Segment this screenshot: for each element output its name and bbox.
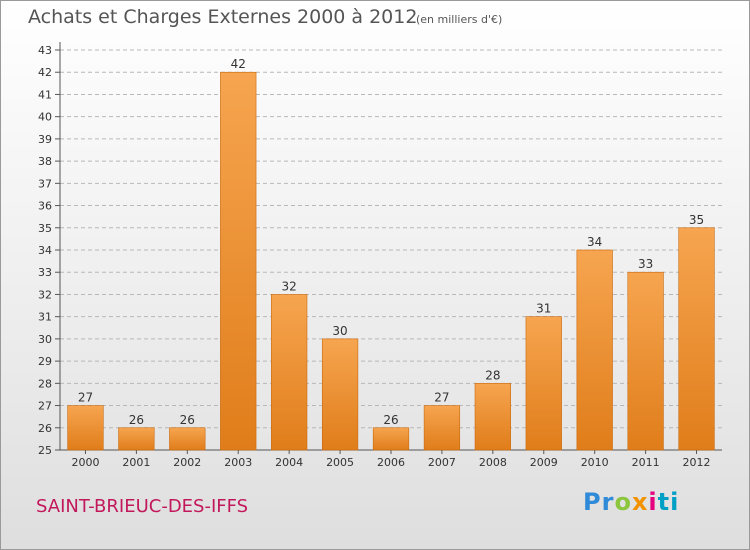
y-tick-label: 30 [38,333,52,346]
data-label-2007: 27 [434,391,449,405]
grid-lines [60,49,722,429]
axes: 25 26 27 28 29 30 31 32 33 34 35 36 37 38 39 40 41 42 43 20… [38,42,722,469]
bar-2006 [372,427,410,451]
data-label-2012: 35 [689,213,704,227]
data-label-2010: 34 [587,235,602,249]
x-tick-label: 2005 [326,456,354,469]
data-label-2002: 26 [180,413,195,427]
proxiti-logo: Proxiti [583,488,680,516]
x-tick-label: 2001 [122,456,150,469]
data-label-2008: 28 [485,368,500,382]
bar-2000 [67,405,104,451]
x-tick-label: 2011 [632,456,660,469]
bar-2010 [576,249,613,451]
y-tick-label: 40 [38,111,52,124]
x-tick-label: 2012 [683,456,711,469]
x-tick-label: 2010 [581,456,609,469]
bar-2007 [423,405,461,451]
y-tick-label: 25 [38,444,52,457]
data-label-2001: 26 [129,413,144,427]
y-tick-label: 37 [38,177,52,190]
y-tick-label: 38 [38,155,52,168]
x-tick-label: 2008 [479,456,507,469]
x-tick-label: 2006 [377,456,405,469]
x-tick-label: 2002 [173,456,201,469]
y-tick-label: 34 [38,244,52,257]
bar-2012 [678,227,715,451]
bar-2003 [220,71,257,451]
y-tick-label: 42 [38,66,52,79]
y-tick-label: 43 [38,44,52,57]
x-tick-label: 2007 [428,456,456,469]
y-tick-label: 32 [38,288,52,301]
data-label-2000: 27 [78,391,93,405]
chart-title: Achats et Charges Externes 2000 à 2012 [28,6,418,28]
y-tick-label: 28 [38,377,52,390]
y-tick-label: 33 [38,266,52,279]
bar-2002 [169,427,206,451]
bar-2005 [321,338,359,451]
y-tick-label: 35 [38,222,52,235]
data-label-2003: 42 [231,57,246,71]
bar-2001 [118,427,155,451]
commune-name: SAINT-BRIEUC-DES-IFFS [36,496,249,517]
y-tick-label: 26 [38,422,52,435]
bar-2004 [271,294,308,451]
bar-2008 [474,383,511,451]
data-labels: 27 26 26 42 32 30 26 27 28 31 34 33 35 [78,57,704,427]
y-tick-label: 27 [38,400,52,413]
data-label-2011: 33 [638,257,653,271]
bar-2011 [627,271,664,451]
x-tick-label: 2004 [275,456,303,469]
y-tick-label: 29 [38,355,52,368]
bars [67,71,715,451]
y-tick-label: 31 [38,311,52,324]
data-label-2006: 26 [383,413,398,427]
data-label-2005: 30 [332,324,347,338]
bar-2009 [525,316,562,451]
y-tick-label: 36 [38,200,52,213]
x-tick-label: 2000 [71,456,99,469]
data-label-2004: 32 [282,279,297,293]
y-tick-label: 41 [38,88,52,101]
x-tick-label: 2003 [224,456,252,469]
y-tick-label: 39 [38,133,52,146]
x-tick-label: 2009 [530,456,558,469]
chart-unit: (en milliers d'€) [416,13,503,26]
data-label-2009: 31 [536,302,551,316]
